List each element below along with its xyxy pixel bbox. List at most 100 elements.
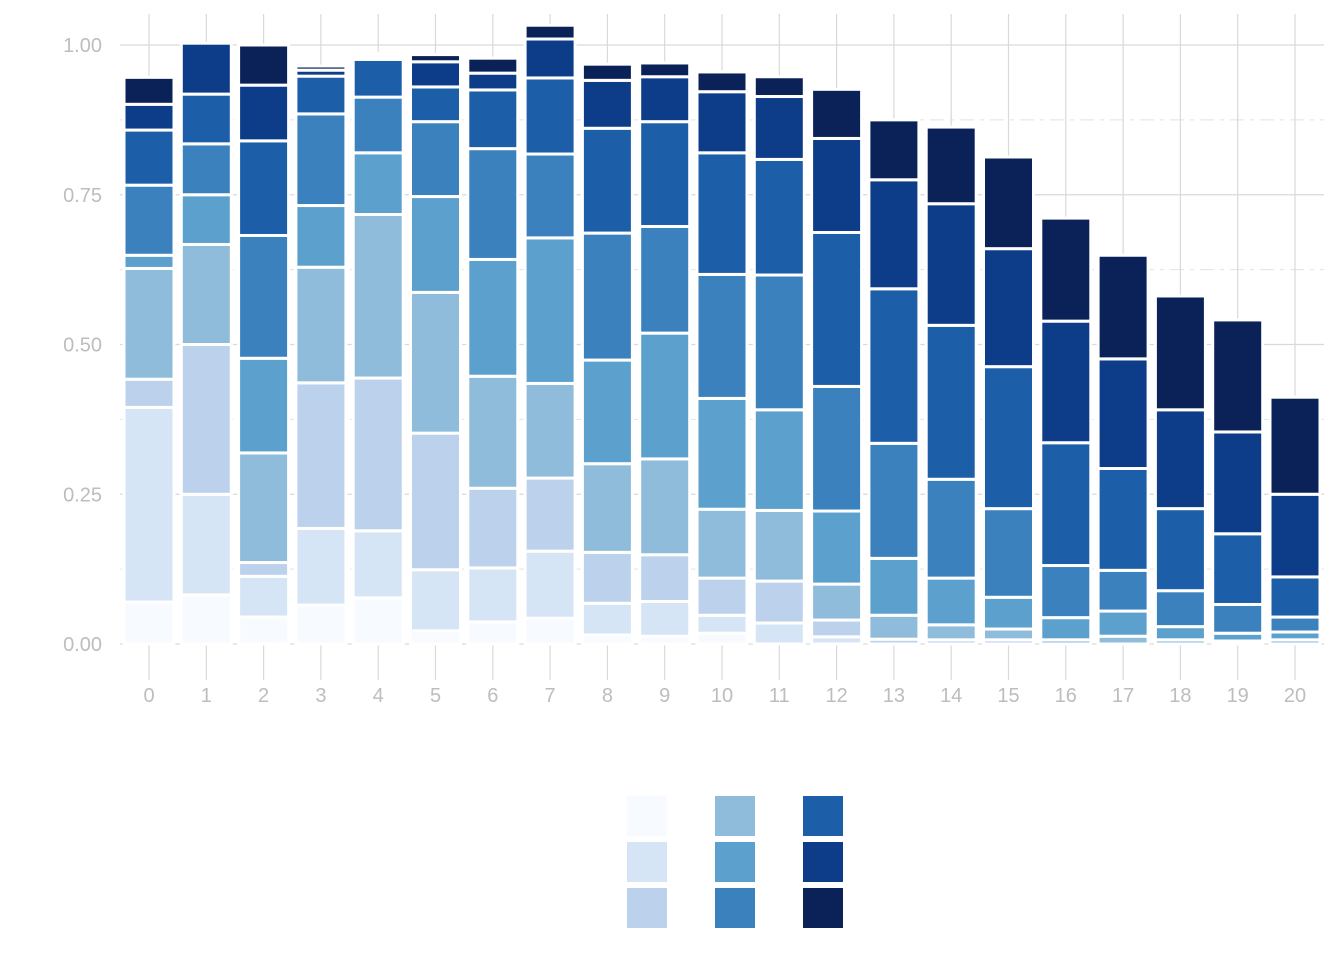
y-tick-label: 1.00 <box>63 35 102 57</box>
x-tick-label: 11 <box>769 685 790 707</box>
bar-segment <box>638 75 692 124</box>
x-tick-label: 4 <box>373 685 384 707</box>
bar-segment <box>752 408 806 512</box>
bar-segment <box>1153 408 1207 511</box>
x-tick-label: 3 <box>315 685 326 707</box>
bar-segment <box>924 323 978 481</box>
bar-segment <box>1039 564 1093 620</box>
bar-segment <box>466 374 520 490</box>
bar-segment <box>982 507 1035 599</box>
bar-segment <box>1096 568 1150 613</box>
x-tick-label: 10 <box>711 685 733 707</box>
bar-segment <box>122 377 176 409</box>
bar-segment <box>294 204 348 269</box>
bar-segment <box>294 526 348 607</box>
bar-segment <box>810 618 864 639</box>
bar-segment <box>122 253 176 270</box>
bar-segment <box>523 381 577 480</box>
bar-segment <box>351 213 405 380</box>
bar-segment <box>294 64 348 72</box>
bar-segment <box>867 118 921 182</box>
bar-segment <box>466 88 520 151</box>
bar-segment <box>580 78 634 130</box>
bar-segment <box>351 57 405 99</box>
bar-segment <box>695 613 749 635</box>
legend-swatch <box>627 888 667 928</box>
bar-segment <box>695 272 749 400</box>
bar-segment <box>810 87 864 140</box>
bar-segment <box>122 600 176 646</box>
bar-segment <box>867 441 921 560</box>
bar-segment <box>237 574 291 619</box>
x-tick-label: 17 <box>1112 685 1134 707</box>
bar-segment <box>294 381 348 530</box>
bar-segment <box>924 477 978 580</box>
bar-segment <box>810 509 864 586</box>
bar-segment <box>466 486 520 570</box>
x-tick-label: 1 <box>201 685 212 707</box>
bar-segment <box>580 462 634 554</box>
bar-segment <box>1211 602 1265 635</box>
bar-segment <box>409 85 462 124</box>
bar-segment <box>466 56 520 75</box>
legend-swatch <box>715 842 755 882</box>
bar-segment <box>294 265 348 385</box>
bar-segment <box>752 579 806 625</box>
bar-segment <box>982 247 1035 369</box>
bar-segment <box>867 178 921 291</box>
bar-segment <box>466 566 520 624</box>
bar-segment <box>179 593 233 646</box>
bar-segment <box>409 53 462 64</box>
bar-segment <box>982 595 1035 631</box>
bar-segment <box>237 83 291 143</box>
bar-segment <box>237 43 291 87</box>
bar-segment <box>1096 609 1150 638</box>
bar-segment <box>466 147 520 261</box>
bar-segment <box>695 396 749 511</box>
bar-segment <box>523 23 577 41</box>
bar-segment <box>466 257 520 378</box>
bar-segment <box>1268 395 1322 496</box>
bar-segment <box>580 358 634 466</box>
x-tick-label: 14 <box>940 685 962 707</box>
bar-segment <box>810 136 864 234</box>
bar-segment <box>237 615 291 646</box>
bar-segment <box>580 126 634 235</box>
bar-segment <box>237 561 291 578</box>
bar-segment <box>409 290 462 435</box>
bar-segment <box>409 431 462 572</box>
bar-segment <box>179 492 233 597</box>
bar-segment <box>695 507 749 580</box>
legend-swatch <box>715 796 755 836</box>
x-tick-label: 2 <box>258 685 269 707</box>
bar-segment <box>752 95 806 161</box>
bar-segment <box>351 51 405 58</box>
bar-segment <box>1153 589 1207 629</box>
bar-segment <box>237 356 291 455</box>
bar-segment <box>1039 441 1093 568</box>
legend <box>627 796 843 928</box>
y-axis: 0.00 0.25 0.50 0.75 1.00 <box>63 35 102 656</box>
bar-segment <box>580 231 634 362</box>
bar-segment <box>523 152 577 240</box>
bar-segment <box>294 603 348 646</box>
bar-segment <box>351 95 405 155</box>
bar-segment <box>1096 466 1150 572</box>
bar-segment <box>351 596 405 646</box>
bar-segment <box>523 476 577 553</box>
x-tick-label: 5 <box>430 685 441 707</box>
bar-segment <box>752 75 806 99</box>
bar-segment <box>1039 319 1093 445</box>
bar-segment <box>351 376 405 533</box>
bar-segment <box>237 139 291 237</box>
bar-segment <box>752 273 806 412</box>
x-tick-label: 0 <box>143 685 154 707</box>
bar-segment <box>810 582 864 622</box>
bar-segment <box>1096 253 1150 361</box>
bar-segment <box>409 629 462 646</box>
bar-segment <box>179 193 233 246</box>
x-tick-label: 12 <box>825 685 847 707</box>
bar-segment <box>523 549 577 620</box>
legend-swatch <box>627 842 667 882</box>
